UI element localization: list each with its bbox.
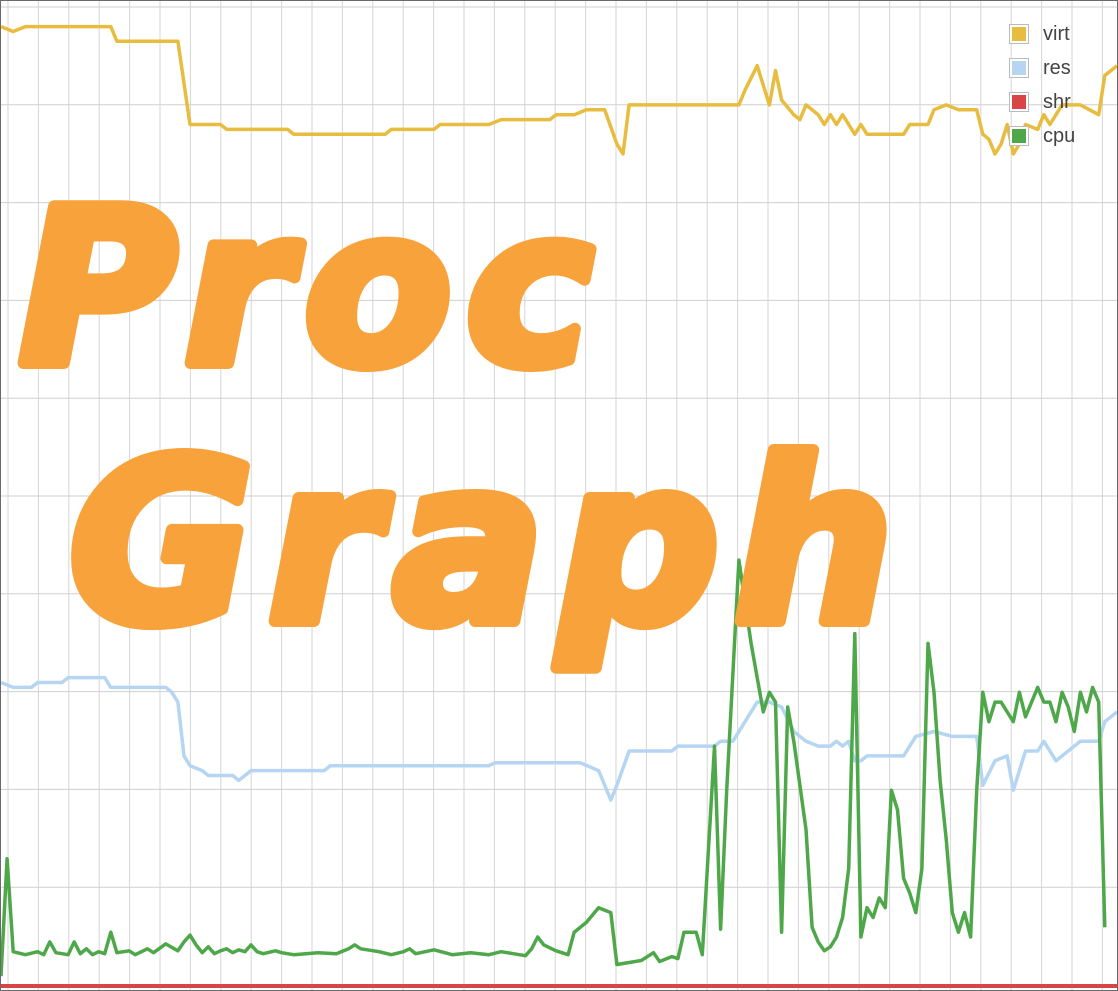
legend-swatch [1009, 126, 1029, 146]
chart-legend: virt res shr cpu [1009, 17, 1075, 153]
legend-label: shr [1043, 90, 1071, 113]
series-line-cpu [1, 558, 1107, 977]
logo-line-proc: Proc [19, 163, 607, 414]
legend-item-res: res [1009, 51, 1075, 85]
legend-swatch [1009, 58, 1029, 78]
legend-label: res [1043, 56, 1071, 79]
proc-graph-logo: Proc Graph [13, 157, 908, 681]
legend-item-virt: virt [1009, 17, 1075, 51]
legend-item-cpu: cpu [1009, 119, 1075, 153]
logo-line-graph: Graph [69, 413, 908, 675]
series-line-res [1, 675, 1117, 802]
legend-swatch [1009, 92, 1029, 112]
legend-item-shr: shr [1009, 85, 1075, 119]
legend-swatch [1009, 24, 1029, 44]
legend-label: cpu [1043, 124, 1076, 147]
chart-series [1, 24, 1117, 988]
series-line-virt [1, 24, 1117, 156]
legend-label: virt [1043, 22, 1070, 45]
